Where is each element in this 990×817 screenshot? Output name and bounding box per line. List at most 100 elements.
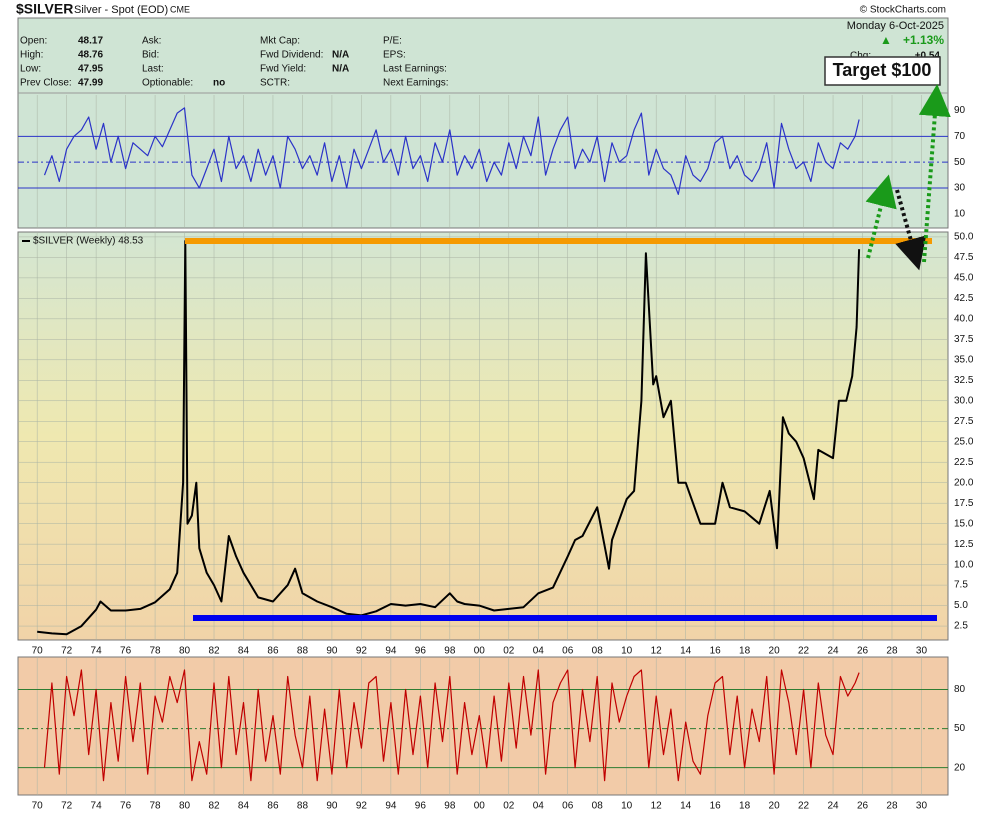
x-tick-label: 84: [238, 646, 250, 657]
field-label: Last Earnings:: [383, 64, 447, 75]
field-label: Prev Close:: [20, 78, 72, 89]
x-tick-label: 08: [592, 801, 604, 812]
y-tick-label: 10.0: [954, 559, 974, 570]
y-tick-label: 30.0: [954, 395, 974, 406]
x-tick-label: 12: [651, 801, 663, 812]
x-tick-label: 96: [415, 646, 427, 657]
y-tick-label: 20.0: [954, 477, 974, 488]
x-tick-label: 72: [61, 646, 73, 657]
y-tick-label: 5.0: [954, 600, 968, 611]
field-label: Chg:: [850, 51, 871, 62]
field-value: 47.99: [78, 78, 103, 89]
field-value: 48.17: [78, 36, 103, 47]
x-tick-label: 26: [857, 801, 869, 812]
x-tick-label: 80: [179, 646, 191, 657]
x-tick-label: 20: [769, 801, 781, 812]
x-tick-label: 14: [680, 646, 692, 657]
x-tick-label: 00: [474, 801, 486, 812]
x-tick-label: 16: [710, 646, 722, 657]
x-tick-label: 82: [208, 801, 220, 812]
series-line: [37, 240, 861, 636]
y-tick-label: 80: [954, 684, 966, 695]
field-label: EPS:: [383, 50, 406, 61]
x-tick-label: 08: [592, 646, 604, 657]
target-label: Target $100: [833, 60, 932, 80]
field-label: P/E:: [383, 36, 402, 47]
y-tick-label: 50: [954, 157, 966, 168]
x-tick-label: 06: [562, 801, 574, 812]
field-value: 47.95: [78, 64, 103, 75]
y-tick-label: 90: [954, 105, 966, 116]
x-tick-label: 10: [621, 801, 633, 812]
x-tick-label: 84: [238, 801, 250, 812]
x-tick-label: 30: [916, 801, 928, 812]
header-fields: Open: 48.17 High: 48.76 Low: 47.95 Prev Close:…: [20, 36, 940, 89]
copyright: © StockCharts.com: [860, 5, 946, 16]
x-tick-label: 24: [827, 801, 839, 812]
field-label: Fwd Dividend:: [260, 50, 323, 61]
series-line: [43, 107, 860, 195]
y-tick-label: 45.0: [954, 273, 974, 284]
x-tick-label: 98: [444, 646, 456, 657]
x-tick-label: 24: [827, 646, 839, 657]
y-tick-label: 10: [954, 208, 966, 219]
x-tick-label: 88: [297, 801, 309, 812]
x-tick-label: 96: [415, 801, 427, 812]
x-tick-label: 90: [326, 646, 338, 657]
x-tick-label: 26: [857, 646, 869, 657]
y-tick-label: 50: [954, 723, 966, 734]
x-tick-label: 02: [503, 646, 515, 657]
x-tick-label: 74: [91, 646, 103, 657]
y-tick-label: 30: [954, 183, 966, 194]
y-tick-label: 20: [954, 762, 966, 773]
field-label: Open:: [20, 36, 47, 47]
bottom-panel: [17, 656, 949, 796]
x-tick-label: 22: [798, 801, 810, 812]
x-tick-label: 72: [61, 801, 73, 812]
x-tick-label: 90: [326, 801, 338, 812]
y-tick-label: 50.0: [954, 232, 974, 243]
x-tick-label: 86: [267, 646, 279, 657]
field-value: N/A: [332, 50, 349, 61]
target-box: [824, 56, 941, 86]
y-tick-label: 12.5: [954, 539, 974, 550]
field-label: Next Earnings:: [383, 78, 449, 89]
x-tick-label: 28: [886, 801, 898, 812]
field-value: N/A: [332, 64, 349, 75]
y-tick-label: 40.0: [954, 313, 974, 324]
x-tick-label: 10: [621, 646, 633, 657]
field-label: Last:: [142, 64, 164, 75]
x-tick-label: 94: [385, 646, 397, 657]
field-label: Fwd Yield:: [260, 64, 306, 75]
field-value: 48.76: [78, 50, 103, 61]
x-tick-label: 92: [356, 801, 368, 812]
y-tick-label: 70: [954, 131, 966, 142]
field-label: Low:: [20, 64, 41, 75]
field-value: +0.54: [915, 51, 941, 62]
x-tick-label: 98: [444, 801, 456, 812]
x-tick-label: 78: [150, 646, 162, 657]
plots: 10 30 50 70 90 2.5 5.0 7.5 10.0 12.5 15.0 17.5 20.0 2…: [18, 95, 974, 812]
x-tick-label: 18: [739, 646, 751, 657]
x-tick-label: 00: [474, 646, 486, 657]
field-label: Mkt Cap:: [260, 36, 300, 47]
y-tick-label: 17.5: [954, 498, 974, 509]
x-tick-label: 74: [91, 801, 103, 812]
arrow-down: [895, 189, 927, 271]
y-tick-label: 15.0: [954, 518, 974, 529]
y-tick-label: 7.5: [954, 580, 968, 591]
y-tick-label: 27.5: [954, 416, 974, 427]
price-panel: [17, 231, 949, 641]
x-tick-label: 18: [739, 801, 751, 812]
x-tick-label: 02: [503, 801, 515, 812]
x-tick-label: 92: [356, 646, 368, 657]
legend-label: $SILVER (Weekly) 48.53: [33, 236, 144, 247]
x-tick-label: 30: [916, 646, 928, 657]
field-label: Bid:: [142, 50, 159, 61]
date: Monday 6-Oct-2025: [847, 20, 944, 32]
x-tick-label: 22: [798, 646, 810, 657]
x-tick-label: 04: [533, 646, 545, 657]
field-label: Optionable:: [142, 78, 193, 89]
field-label: Ask:: [142, 36, 161, 47]
